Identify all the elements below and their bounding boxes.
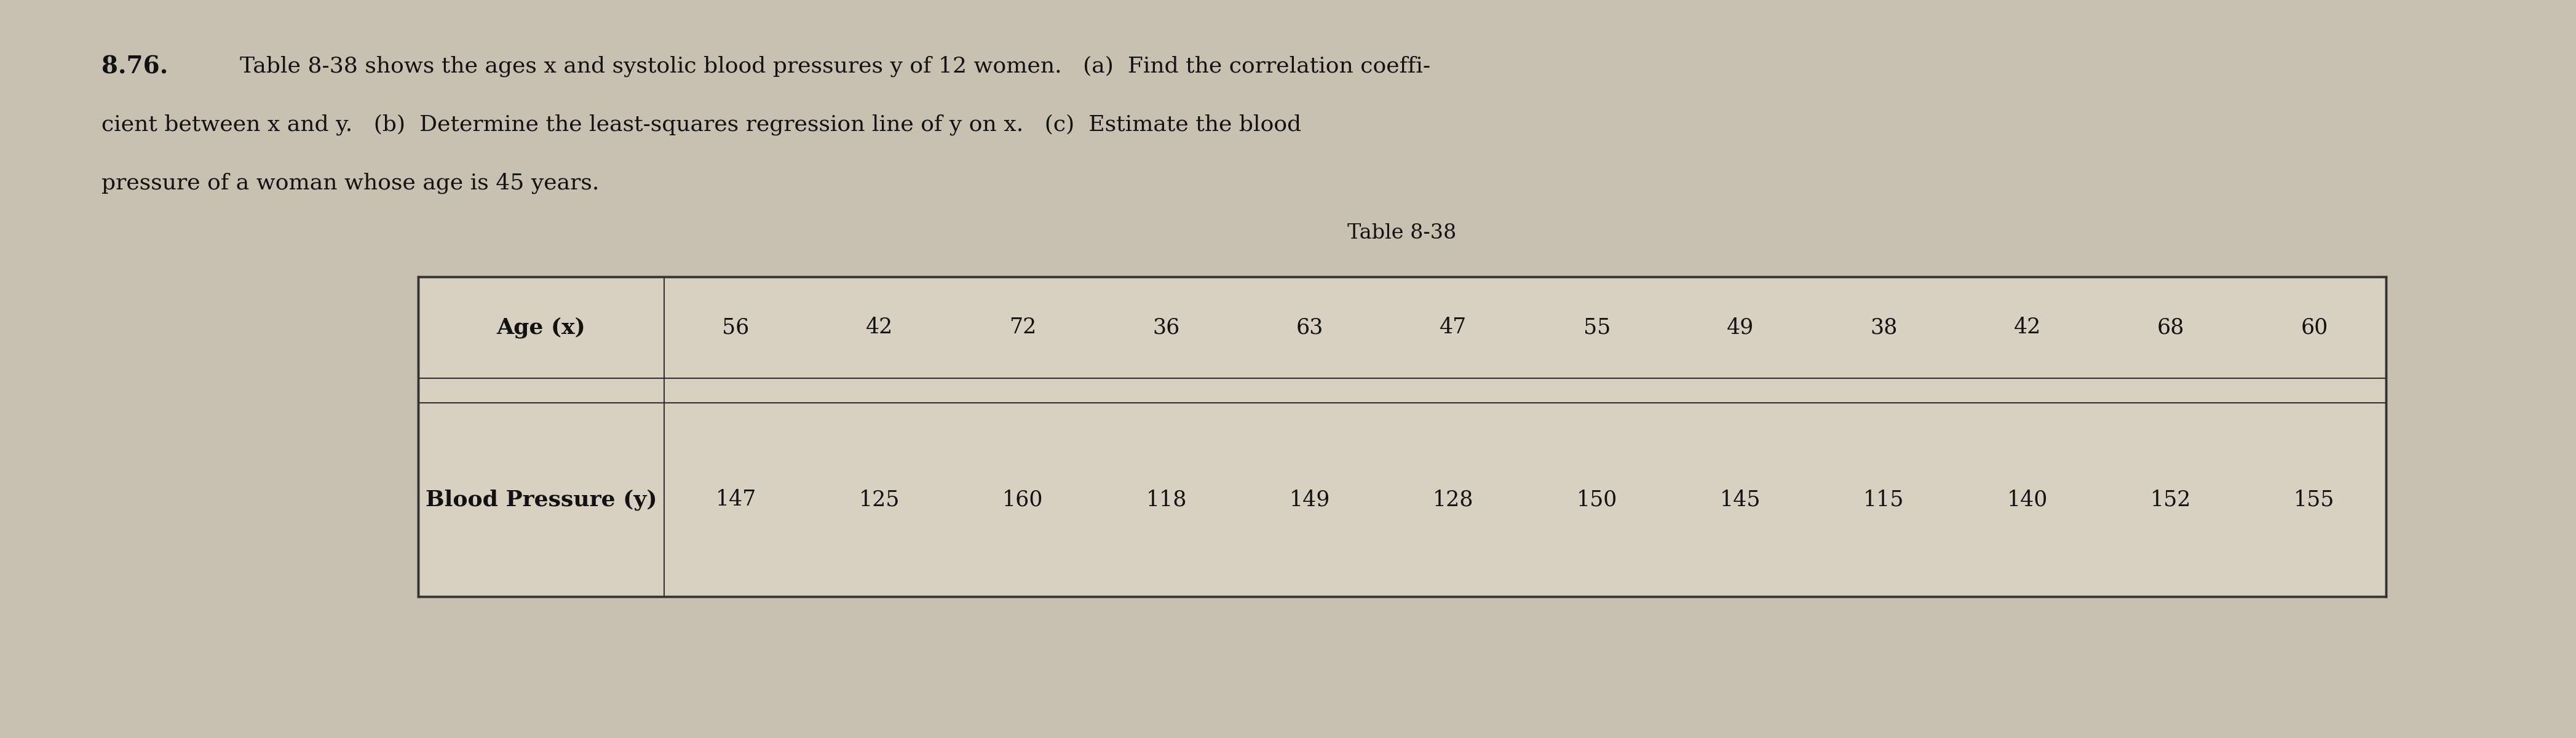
Text: 152: 152	[2151, 489, 2192, 510]
Text: 72: 72	[1010, 317, 1036, 338]
Text: Blood Pressure (y): Blood Pressure (y)	[425, 489, 657, 510]
Text: 140: 140	[2007, 489, 2048, 510]
Text: 63: 63	[1296, 317, 1324, 338]
Text: 125: 125	[858, 489, 899, 510]
Text: 160: 160	[1002, 489, 1043, 510]
Text: 145: 145	[1721, 489, 1762, 510]
Text: 118: 118	[1146, 489, 1188, 510]
Text: 55: 55	[1584, 317, 1610, 338]
Text: 36: 36	[1151, 317, 1180, 338]
Text: 38: 38	[1870, 317, 1899, 338]
Text: pressure of a woman whose age is 45 years.: pressure of a woman whose age is 45 year…	[100, 172, 600, 193]
Text: 68: 68	[2156, 317, 2184, 338]
Text: 150: 150	[1577, 489, 1618, 510]
Text: 42: 42	[866, 317, 894, 338]
Text: Age (x): Age (x)	[497, 317, 585, 338]
Text: 155: 155	[2293, 489, 2334, 510]
Text: 47: 47	[1440, 317, 1466, 338]
Text: 60: 60	[2300, 317, 2329, 338]
Text: cient between x and y.   (b)  Determine the least-squares regression line of y o: cient between x and y. (b) Determine the…	[100, 114, 1301, 135]
Text: 115: 115	[1862, 489, 1904, 510]
Text: 56: 56	[721, 317, 750, 338]
Text: 128: 128	[1432, 489, 1473, 510]
Text: 149: 149	[1291, 489, 1329, 510]
Text: 42: 42	[2014, 317, 2040, 338]
Text: Table 8-38: Table 8-38	[1347, 223, 1455, 243]
Text: 49: 49	[1726, 317, 1754, 338]
Text: 147: 147	[716, 489, 757, 510]
Text: Table 8-38 shows the ages x and systolic blood pressures y of 12 women.   (a)  F: Table 8-38 shows the ages x and systolic…	[240, 55, 1430, 77]
Text: 8.76.: 8.76.	[100, 55, 167, 79]
